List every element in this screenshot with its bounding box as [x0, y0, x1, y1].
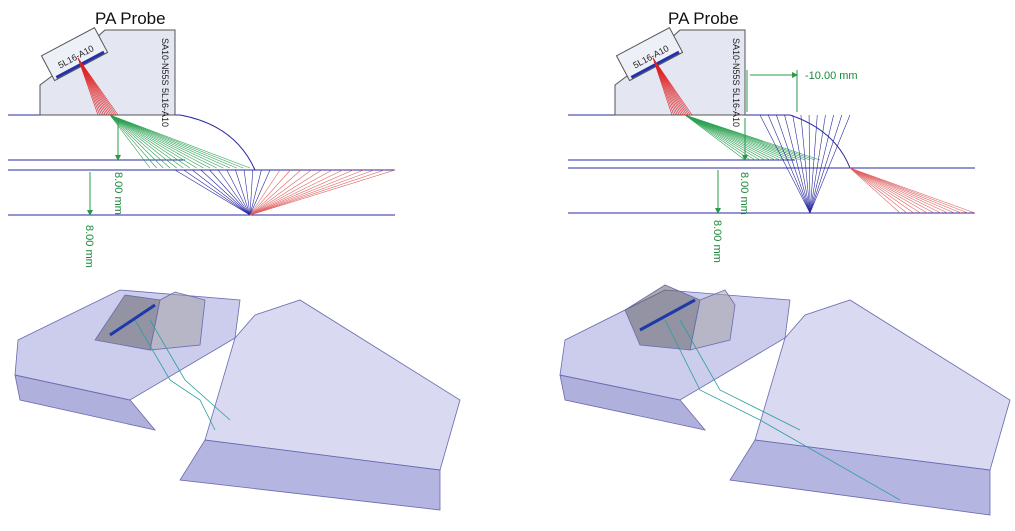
title: PA Probe: [668, 9, 739, 28]
ray: [793, 115, 810, 213]
ray: [685, 115, 760, 160]
ray: [175, 170, 250, 215]
ray: [192, 170, 250, 215]
ray: [850, 168, 914, 213]
dimension: 8.00 mm: [83, 225, 95, 268]
left-2d: 5L16-A10 PA Probe SA10-N55S 5L16-A10 8.0…: [8, 9, 395, 268]
wedge-label: SA10-N55S 5L16-A10: [160, 38, 170, 127]
ray: [250, 170, 353, 215]
title: PA Probe: [95, 9, 166, 28]
left-3d: [15, 290, 460, 510]
ray: [850, 168, 955, 213]
right-3d: [560, 285, 1010, 515]
ray: [850, 168, 975, 213]
ray: [809, 115, 810, 213]
ray: [250, 170, 253, 215]
ray: [685, 115, 775, 160]
ray: [685, 115, 770, 160]
ray: [785, 115, 810, 213]
ray: [810, 115, 842, 213]
ray: [850, 168, 941, 213]
ray: [250, 170, 374, 215]
ray: [250, 170, 332, 215]
diagram: 5L16-A10 PA Probe SA10-N55S 5L16-A10 8.0…: [0, 0, 1015, 531]
ray: [850, 168, 961, 213]
offset: -10.00 mm: [805, 70, 858, 82]
step-curve: [180, 115, 255, 170]
ray: [850, 168, 948, 213]
ray: [768, 115, 810, 213]
ray: [850, 168, 927, 213]
wedge-label: SA10-N55S 5L16-A10: [731, 38, 741, 127]
dimension: 8.00 mm: [112, 172, 124, 215]
dimension: 8.00 mm: [711, 220, 723, 263]
right-2d: 5L16-A10 PA Probe SA10-N55S 5L16-A10 -10…: [568, 9, 975, 263]
ray: [850, 168, 934, 213]
ray: [210, 170, 250, 215]
ray: [250, 170, 343, 215]
step-curve: [790, 115, 850, 168]
ray: [184, 170, 250, 215]
ray: [810, 115, 825, 213]
ray: [250, 170, 395, 215]
ray: [776, 115, 810, 213]
ray: [250, 170, 322, 215]
ray: [850, 168, 968, 213]
dimension: 8.00 mm: [738, 172, 750, 215]
